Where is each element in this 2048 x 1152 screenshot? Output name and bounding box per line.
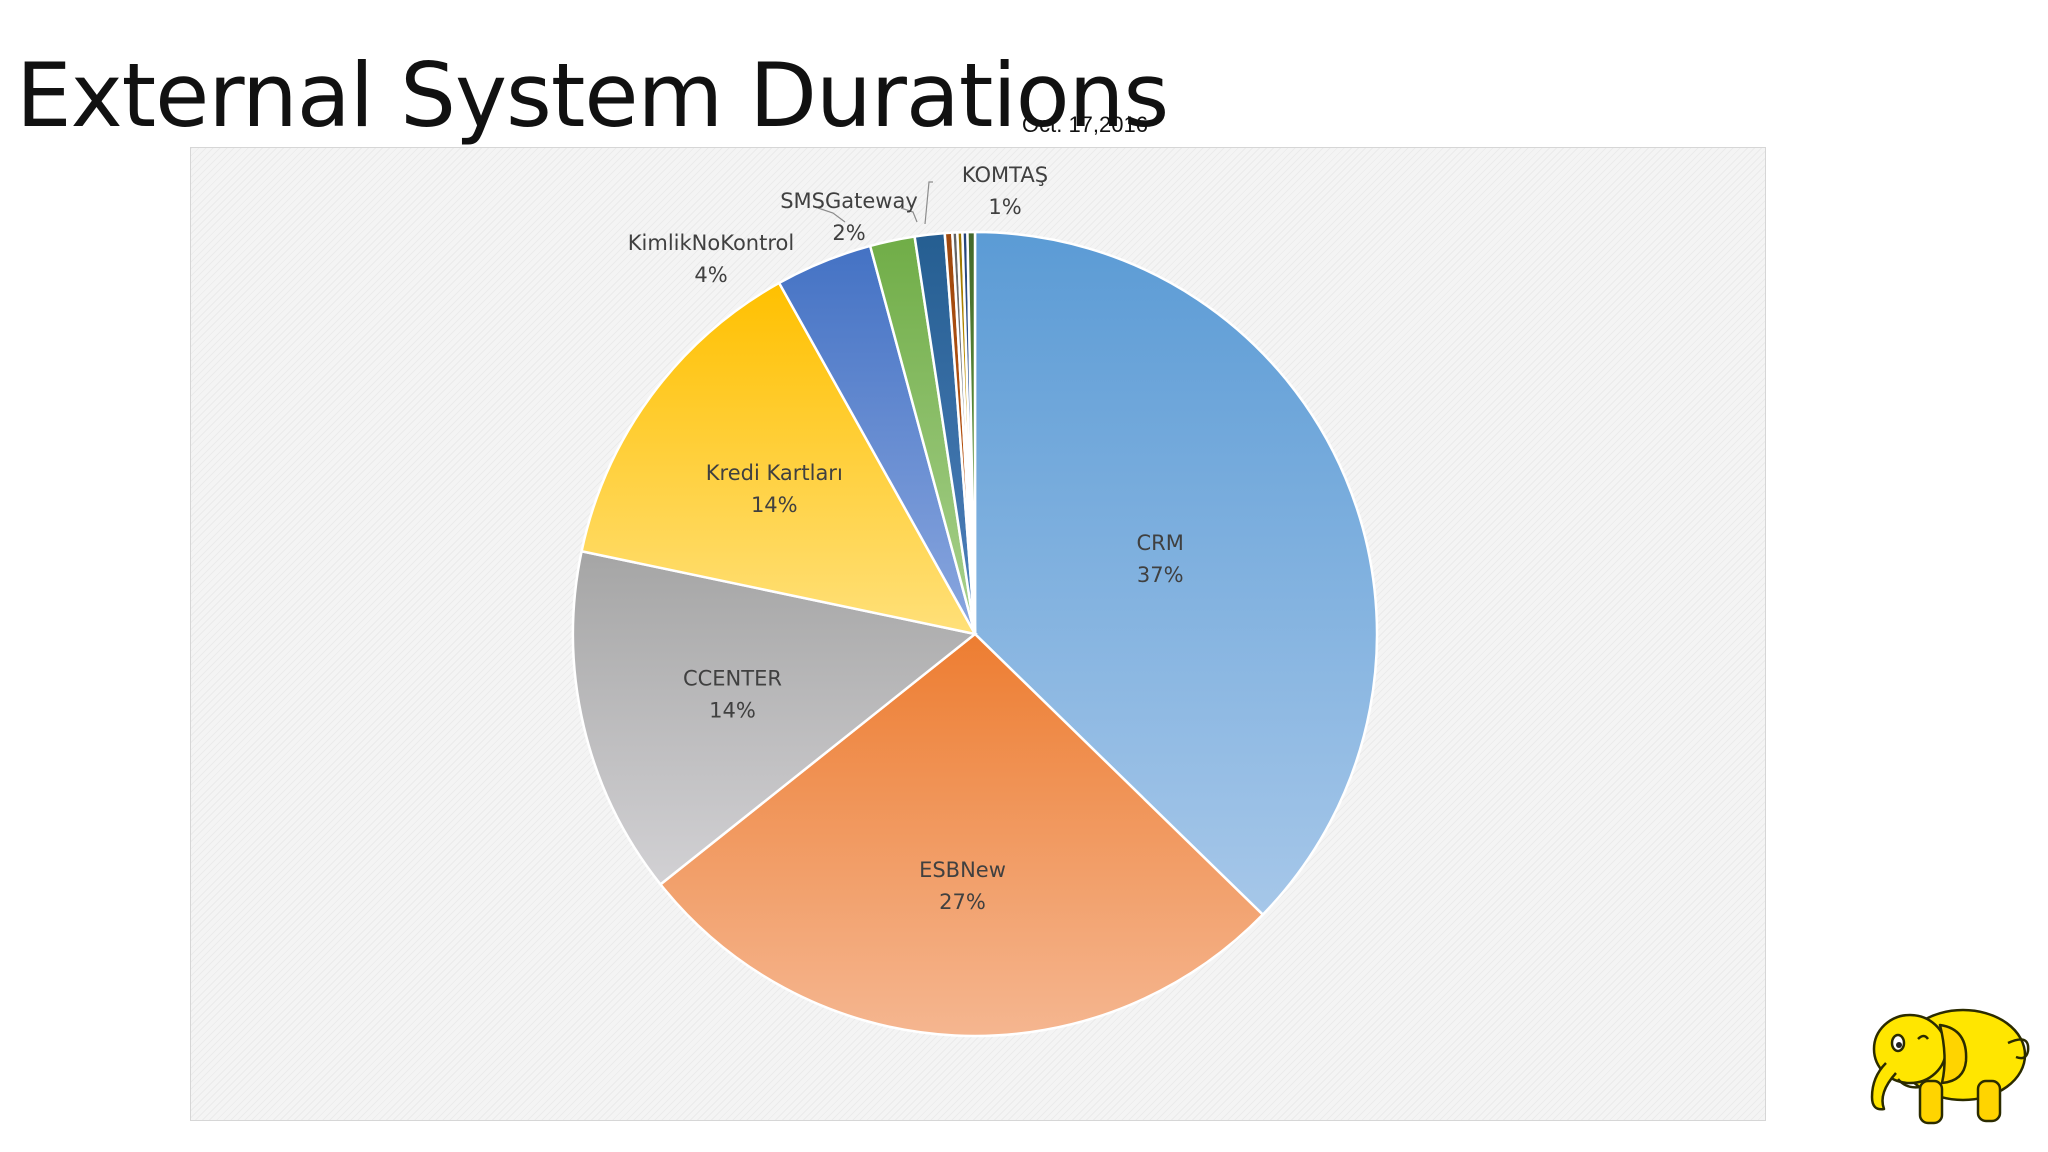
pie-slice-crm bbox=[973, 230, 1379, 917]
pie-slice-esbnew bbox=[658, 632, 1265, 1038]
slice-percent-label-ccenter: 14% bbox=[709, 698, 756, 722]
pie-slice-kredi-kartlar bbox=[580, 281, 978, 636]
slice-percent-label-smsgateway: 2% bbox=[832, 221, 865, 245]
slice-name-label-smsgateway: SMSGateway bbox=[780, 189, 918, 213]
pie-chart: CRM 37% ESBNew 27% CCENTER 14% Kredi Kartları 1… bbox=[571, 163, 1379, 1038]
pie-labels: CRM 37% ESBNew 27% CCENTER 14% Kredi Kartları 1… bbox=[628, 163, 1184, 914]
slice-name-label-crm: CRM bbox=[1137, 531, 1184, 555]
slice-name-label-esbnew: ESBNew bbox=[919, 858, 1006, 882]
elephant-mascot-icon bbox=[1870, 1008, 2030, 1125]
leader-line-komta bbox=[924, 181, 933, 225]
slide-date: Oct. 17,2016 bbox=[1022, 112, 1148, 137]
leader-line-kimliknokontrol bbox=[817, 207, 846, 223]
slice-name-label-kimliknokontrol: KimlikNoKontrol bbox=[628, 231, 794, 255]
slice-name-label-kredi-kartlar: Kredi Kartları bbox=[706, 461, 843, 485]
pie-slice-other-5 bbox=[966, 230, 977, 635]
pie-slice-ccenter bbox=[571, 549, 978, 887]
pie-chart-frame: CRM 37% ESBNew 27% CCENTER 14% Kredi Kartları 1… bbox=[190, 147, 1766, 1121]
slide-title: External System Durations bbox=[16, 44, 1169, 147]
slice-percent-label-komta: 1% bbox=[988, 195, 1021, 219]
pie-slices bbox=[571, 230, 1379, 1038]
leader-line-smsgateway bbox=[900, 207, 918, 223]
slice-percent-label-esbnew: 27% bbox=[939, 890, 986, 914]
slice-percent-label-kredi-kartlar: 14% bbox=[751, 493, 798, 517]
slice-name-label-ccenter: CCENTER bbox=[683, 666, 782, 690]
slice-percent-label-kimliknokontrol: 4% bbox=[694, 263, 727, 287]
pie-leader-lines bbox=[817, 181, 933, 225]
slice-name-label-komta: KOMTAŞ bbox=[962, 163, 1048, 187]
slice-percent-label-crm: 37% bbox=[1137, 563, 1184, 587]
